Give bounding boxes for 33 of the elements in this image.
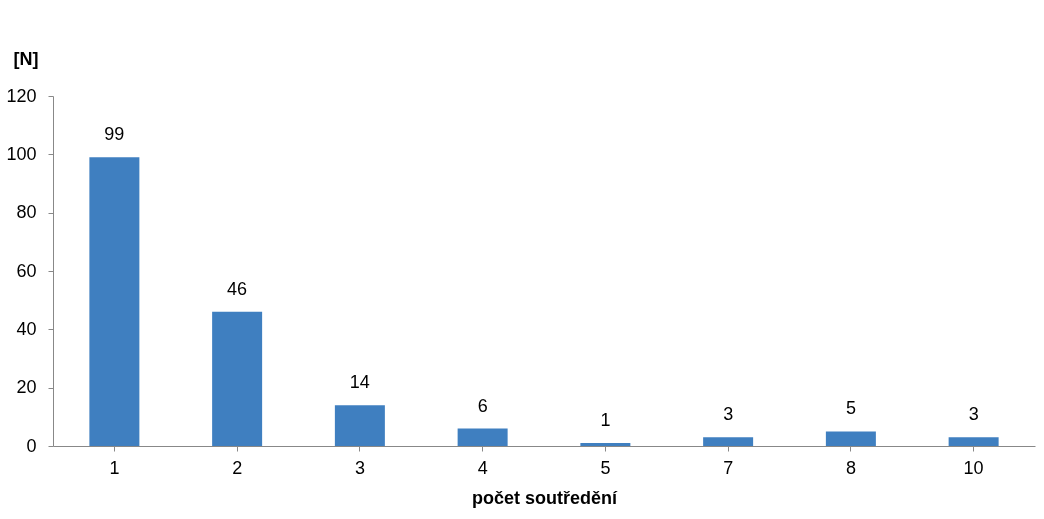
bar [825,431,876,446]
data-label: 3 [968,404,979,425]
y-tick-label: 120 [6,85,37,106]
y-axis-title: [N] [13,48,39,69]
x-axis-title: počet soutředění [471,487,618,508]
y-tick-label: 40 [16,318,37,339]
y-tick-label: 100 [6,143,37,164]
bar [703,437,754,446]
x-tick-label: 4 [477,457,488,478]
x-tick-label: 10 [963,457,984,478]
bar [89,157,140,446]
data-label: 1 [600,410,611,431]
x-tick-label: 3 [354,457,365,478]
bar [212,311,263,446]
data-label: 14 [349,372,370,393]
bar [457,428,508,446]
x-tick-label: 7 [723,457,734,478]
data-label: 5 [845,398,856,419]
y-tick-label: 0 [26,435,37,456]
data-label: 46 [227,278,248,299]
x-tick-label: 8 [845,457,856,478]
x-tick-label: 2 [232,457,243,478]
x-tick-label: 1 [109,457,120,478]
y-tick-label: 60 [16,260,37,281]
y-tick-label: 20 [16,377,37,398]
data-label: 99 [104,124,125,145]
data-label: 6 [477,395,488,416]
bar [334,405,385,446]
y-tick-label: 80 [16,202,37,223]
x-tick-label: 5 [600,457,611,478]
data-label: 3 [723,404,734,425]
bar [948,437,999,446]
bar [580,443,631,446]
